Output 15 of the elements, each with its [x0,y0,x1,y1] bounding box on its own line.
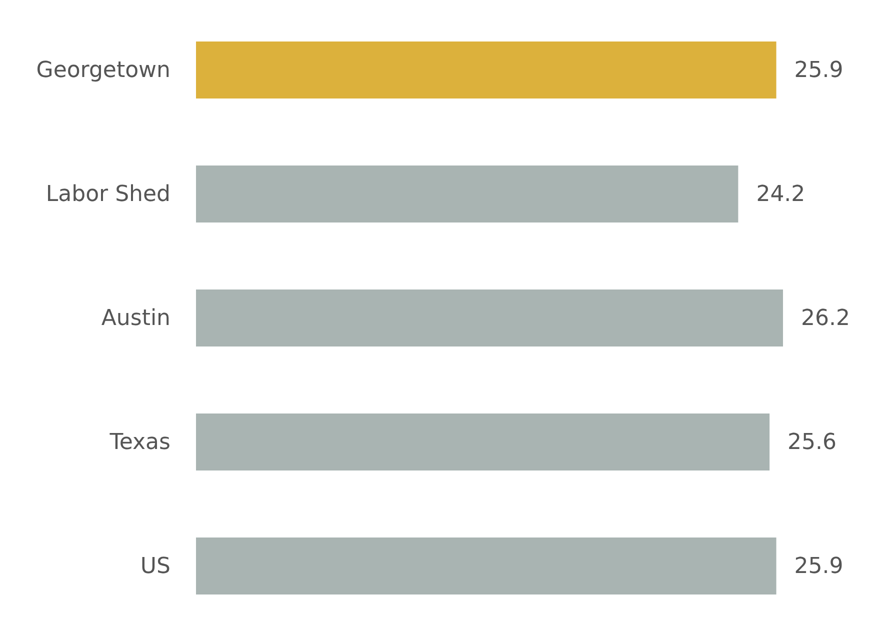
y-tick-label: Georgetown [36,58,170,83]
bar [196,289,783,347]
data-label: 25.9 [794,554,844,579]
bar [196,165,738,223]
data-label: 25.9 [794,58,844,83]
data-label: 24.2 [756,182,806,207]
y-tick-label: US [140,554,170,579]
bar [196,413,770,471]
bar [196,41,776,99]
y-tick-label: Austin [101,306,170,331]
data-label: 26.2 [801,306,850,331]
bar [196,537,776,595]
y-tick-label: Texas [108,430,170,455]
data-label: 25.6 [788,430,837,455]
y-tick-label: Labor Shed [46,182,170,207]
